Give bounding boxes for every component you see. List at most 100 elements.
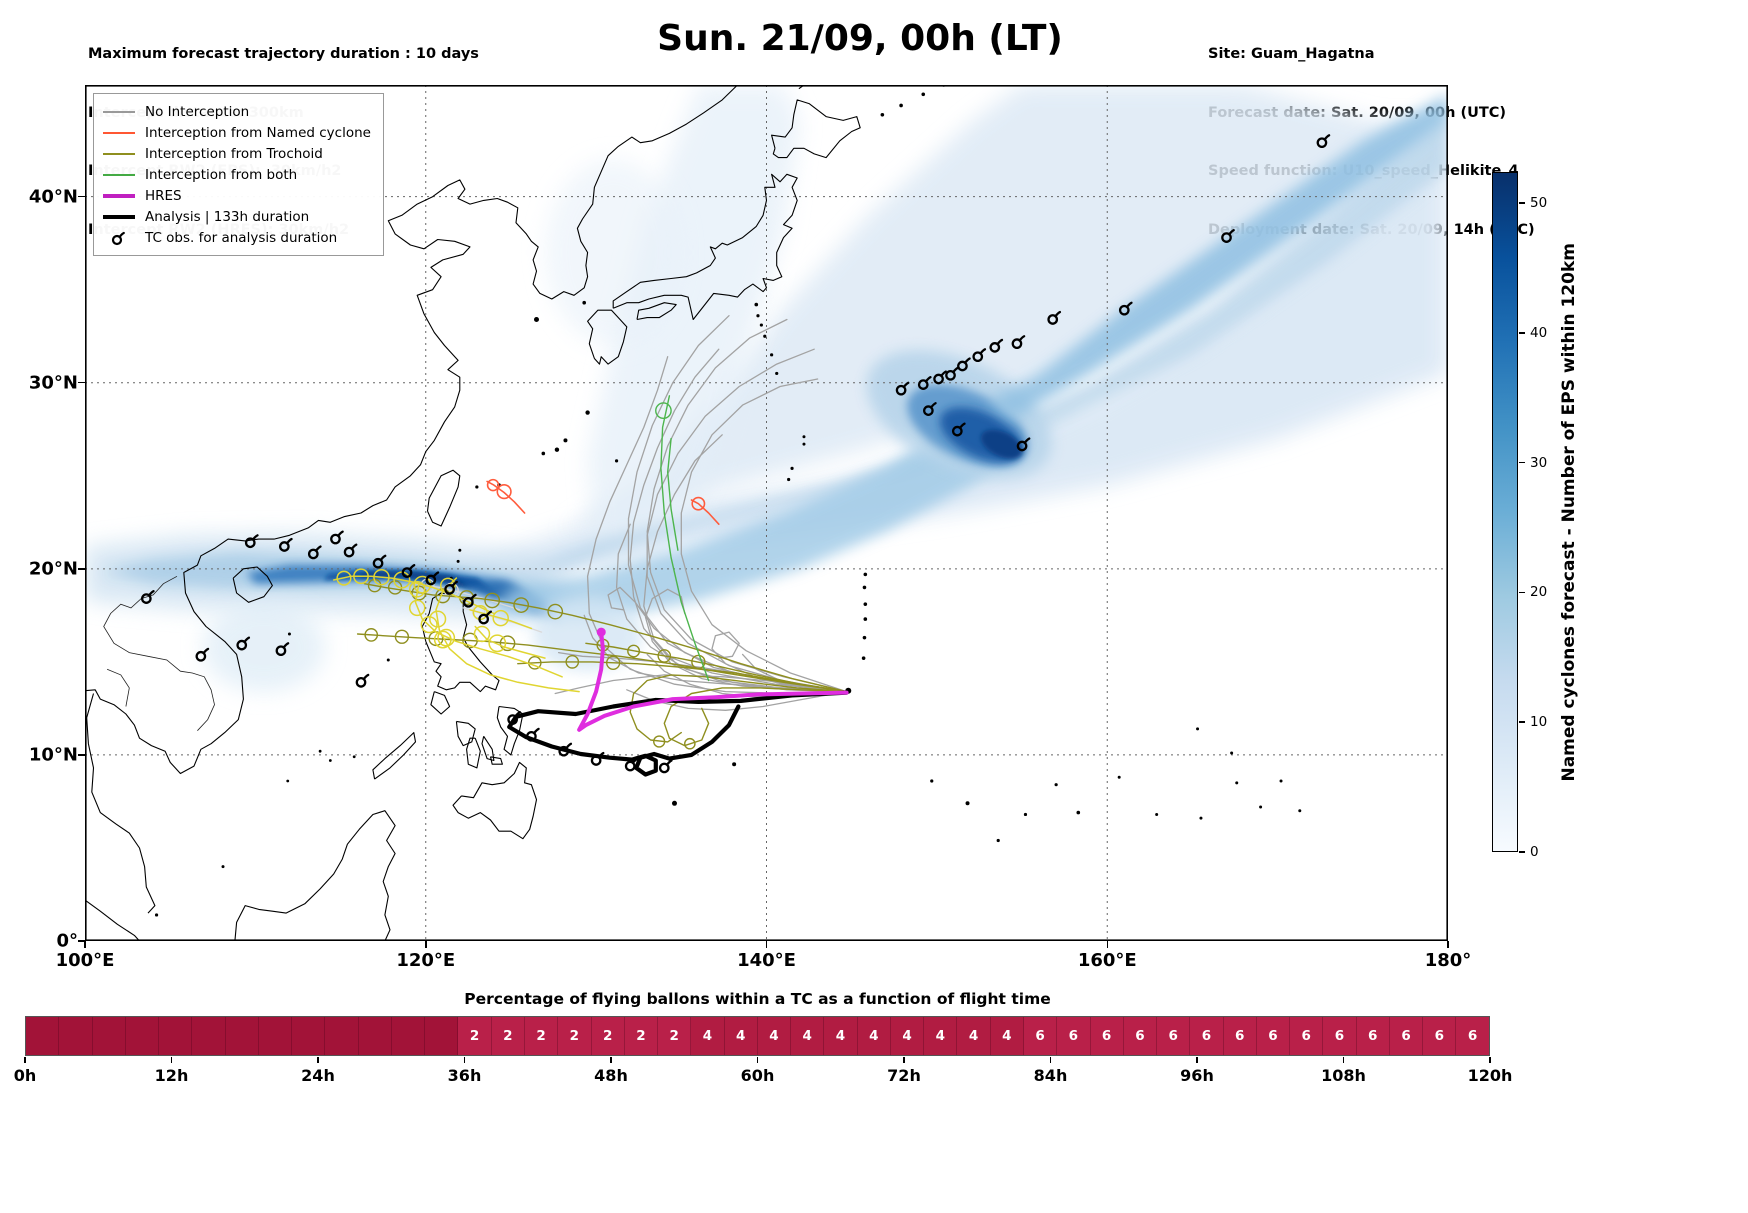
- flight-bar-tick-label: 96h: [1180, 1066, 1214, 1085]
- flight-bar-cell-pct-4: 4: [824, 1017, 858, 1055]
- legend-label: HRES: [145, 187, 182, 204]
- flight-bar-cell: [59, 1017, 93, 1055]
- flight-bar-cell-pct-4: 4: [990, 1017, 1024, 1055]
- flight-bar-cell-pct-4: 4: [791, 1017, 825, 1055]
- y-tick-label: 30°N: [28, 372, 78, 394]
- flight-bar-cell-pct-6: 6: [1190, 1017, 1224, 1055]
- flight-bar-tick-label: 60h: [740, 1066, 775, 1085]
- flight-bar-title: Percentage of flying ballons within a TC…: [464, 990, 1051, 1008]
- x-tick-label: 180°: [1424, 950, 1472, 971]
- legend-item-4: HRES: [102, 185, 371, 206]
- colorbar-tick-label: 20: [1530, 584, 1548, 601]
- flight-bar-tick-mark: [317, 1057, 319, 1063]
- flight-bar-tick-mark: [1196, 1057, 1198, 1063]
- flight-bar-cell-pct-6: 6: [1256, 1017, 1291, 1055]
- y-tick-label: 10°N: [28, 744, 78, 766]
- map-legend: No Interception Interception from Named c…: [93, 93, 384, 256]
- max-duration-text: Maximum forecast trajectory duration : 1…: [88, 46, 479, 62]
- colorbar-tick-mark: [1519, 851, 1525, 853]
- colorbar-tick-label: 30: [1530, 454, 1548, 471]
- hres-track: [577, 627, 849, 732]
- legend-item-1: Interception from Named cyclone: [102, 122, 371, 143]
- flight-bar-tick-mark: [1489, 1057, 1491, 1063]
- flight-bar-cell: [258, 1017, 293, 1055]
- flight-bar-cell-pct-2: 2: [591, 1017, 625, 1055]
- legend-label: Interception from Named cyclone: [145, 124, 371, 141]
- flight-bar-tick-label: 108h: [1321, 1066, 1366, 1085]
- y-tick-label: 20°N: [28, 558, 78, 580]
- colorbar-tick-label: 50: [1530, 195, 1548, 212]
- legend-line-icon: [102, 152, 136, 155]
- x-tick-label: 160°E: [1077, 950, 1137, 971]
- flight-bar-cell-pct-2: 2: [658, 1017, 692, 1055]
- y-tick-label: 0°: [56, 930, 78, 952]
- flight-bar-tick-mark: [756, 1057, 759, 1063]
- flight-bar-tick-label: 48h: [594, 1066, 628, 1085]
- x-tick-mark: [765, 941, 768, 948]
- flight-bar-cell: [125, 1017, 160, 1055]
- colorbar-tick-mark: [1519, 721, 1525, 723]
- colorbar-tick-mark: [1519, 461, 1525, 464]
- y-tick-mark: [78, 381, 85, 384]
- x-tick-mark: [1447, 941, 1449, 948]
- colorbar-tick-label: 40: [1530, 324, 1548, 341]
- trajectories-both: [655, 395, 710, 682]
- figure-title: Sun. 21/09, 00h (LT): [657, 18, 1063, 59]
- flight-bar-cell-pct-6: 6: [1157, 1017, 1191, 1055]
- flight-bar-cell: [358, 1017, 392, 1055]
- flight-bar-cell: [292, 1017, 326, 1055]
- flight-bar-tick-mark: [903, 1057, 905, 1063]
- flight-bar-cell-pct-6: 6: [1356, 1017, 1390, 1055]
- flight-bar-tick-mark: [610, 1057, 612, 1063]
- trajectory-map: No Interception Interception from Named c…: [85, 85, 1448, 941]
- gridlines: [85, 85, 1448, 941]
- flight-bar-tick-label: 24h: [301, 1066, 335, 1085]
- legend-line-icon: [102, 214, 136, 219]
- legend-item-3: Interception from both: [102, 164, 371, 185]
- flight-bar-tick-label: 84h: [1033, 1066, 1068, 1085]
- flight-bar-cell-pct-6: 6: [1123, 1017, 1158, 1055]
- y-tick-label: 40°N: [28, 186, 78, 208]
- flight-bar-cell: [325, 1017, 359, 1055]
- x-tick-label: 140°E: [737, 950, 796, 971]
- flight-bar-cell-pct-2: 2: [524, 1017, 559, 1055]
- y-tick-mark: [78, 195, 85, 198]
- colorbar-tick-label: 0: [1530, 844, 1539, 860]
- legend-label: Interception from both: [145, 166, 298, 183]
- flight-bar-tick-mark: [1049, 1057, 1052, 1063]
- trajectories-trochoid: [356, 578, 848, 750]
- legend-line-icon: [102, 110, 136, 113]
- coastlines: [85, 85, 861, 941]
- flight-bar-cell-pct-4: 4: [757, 1017, 792, 1055]
- tc-obs-icon: [102, 229, 136, 247]
- y-tick-mark: [78, 568, 85, 570]
- map-border: [85, 85, 1448, 941]
- legend-item-6: TC obs. for analysis duration: [102, 227, 371, 248]
- flight-bar-cell-pct-4: 4: [957, 1017, 991, 1055]
- analysis-track: [507, 690, 849, 777]
- legend-item-0: No Interception: [102, 101, 371, 122]
- colorbar-tick-mark: [1519, 332, 1525, 334]
- flight-bar-cell: [92, 1017, 126, 1055]
- flight-bar-cell-pct-6: 6: [1389, 1017, 1424, 1055]
- flight-bar-cell-pct-6: 6: [1057, 1017, 1091, 1055]
- legend-line-icon: [102, 193, 136, 198]
- colorbar-tick-mark: [1519, 202, 1525, 204]
- flight-bar-cell-pct-4: 4: [890, 1017, 925, 1055]
- flight-bar-cell: [192, 1017, 226, 1055]
- flight-bar-tick-label: 36h: [447, 1066, 482, 1085]
- legend-label: TC obs. for analysis duration: [145, 229, 338, 246]
- colorbar-label: Named cyclones forecast - Number of EPS …: [1559, 242, 1579, 782]
- y-tick-mark: [78, 940, 85, 942]
- flight-bar-cell-pct-6: 6: [1223, 1017, 1257, 1055]
- legend-item-2: Interception from Trochoid: [102, 143, 371, 164]
- flight-bar-cell-pct-4: 4: [857, 1017, 891, 1055]
- flight-bar-tick-mark: [463, 1057, 466, 1063]
- x-tick-label: 100°E: [55, 950, 115, 971]
- flight-bar-cell-pct-6: 6: [1090, 1017, 1124, 1055]
- legend-line-icon: [102, 173, 136, 176]
- x-tick-mark: [84, 941, 86, 948]
- flight-bar-tick-mark: [1342, 1057, 1345, 1063]
